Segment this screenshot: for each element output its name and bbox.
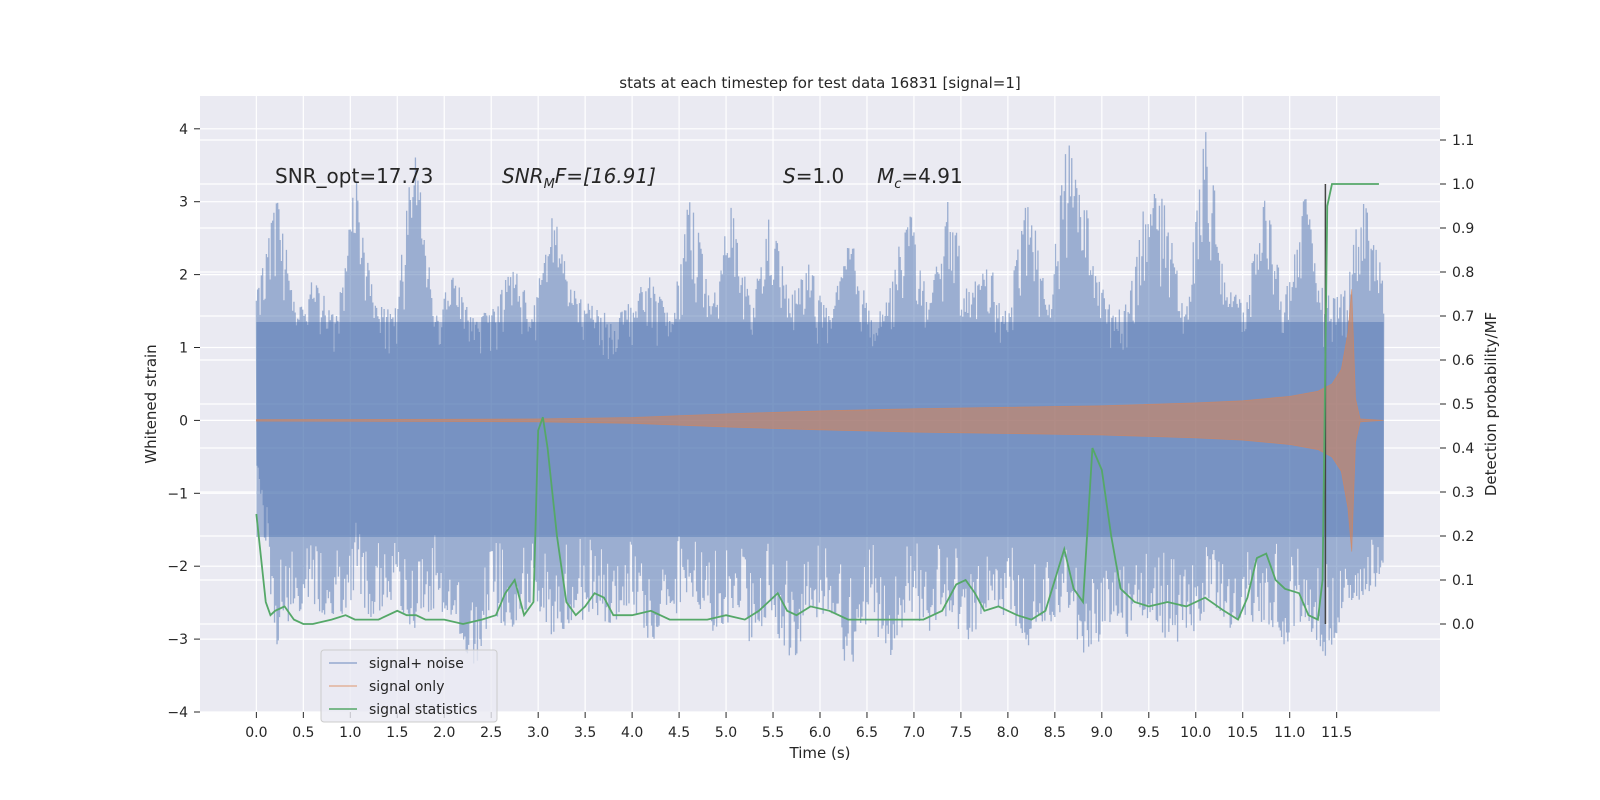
annotation-mc-value: =4.91 xyxy=(901,164,962,188)
y-left-tick-label: 0 xyxy=(179,413,188,429)
annotation-snr-mf: SNRMF=[16.91] xyxy=(502,164,656,192)
x-tick-label: 3.0 xyxy=(527,725,549,741)
y-left-tick-label: −2 xyxy=(167,559,188,575)
x-tick-label: 7.0 xyxy=(903,725,925,741)
y-axis-right-ticks: 0.0 0.1 0.2 0.3 0.4 0.5 0.6 0.7 0.8 0.9 1.0 1.1 xyxy=(1440,133,1474,633)
y-left-tick-label: 1 xyxy=(179,341,188,357)
x-tick-label: 11.0 xyxy=(1274,725,1305,741)
annotation-mc: Mc=4.91 xyxy=(877,164,963,192)
x-tick-label: 2.5 xyxy=(480,725,502,741)
y-right-tick-label: 0.9 xyxy=(1452,221,1474,237)
annotations: SNR_opt=17.73 SNRMF=[16.91] S=1.0 Mc=4.9… xyxy=(275,164,963,192)
series-signal-only xyxy=(255,289,1384,552)
y-axis-right-label: Detection probability/MF xyxy=(1482,312,1500,496)
x-tick-label: 4.5 xyxy=(668,725,690,741)
annotation-snr-mf-sub: M xyxy=(544,177,555,192)
legend-label-signal-only: signal only xyxy=(369,679,444,695)
legend-label-signal-noise: signal+ noise xyxy=(369,656,464,672)
x-tick-label: 6.0 xyxy=(809,725,831,741)
x-axis-label: Time (s) xyxy=(789,744,851,762)
annotation-snr-opt: SNR_opt=17.73 xyxy=(275,164,433,188)
x-tick-label: 4.0 xyxy=(621,725,643,741)
legend-label-signal-statistics: signal statistics xyxy=(369,702,477,718)
y-right-tick-label: 0.2 xyxy=(1452,529,1474,545)
x-tick-label: 0.0 xyxy=(245,725,267,741)
annotation-snr-mf-prefix: SNR xyxy=(502,164,544,188)
x-tick-label: 10.5 xyxy=(1227,725,1258,741)
y-right-tick-label: 0.0 xyxy=(1452,617,1474,633)
y-axis-left-label: Whitened strain xyxy=(142,344,160,463)
series-signal-statistics xyxy=(255,183,1379,625)
y-left-tick-label: 2 xyxy=(179,268,188,284)
y-left-tick-label: −4 xyxy=(167,705,188,721)
x-tick-label: 8.5 xyxy=(1044,725,1066,741)
y-right-tick-label: 0.6 xyxy=(1452,353,1474,369)
annotation-s-label: S xyxy=(783,164,796,188)
x-tick-label: 1.5 xyxy=(386,725,408,741)
x-tick-label: 5.0 xyxy=(715,725,737,741)
x-tick-label: 11.5 xyxy=(1321,725,1352,741)
series-signal-noise xyxy=(255,132,1385,664)
y-left-tick-label: 4 xyxy=(179,122,188,138)
y-right-tick-label: 0.7 xyxy=(1452,309,1474,325)
x-tick-label: 1.0 xyxy=(339,725,361,741)
series-layer xyxy=(255,132,1385,664)
y-right-tick-label: 0.3 xyxy=(1452,485,1474,501)
y-left-tick-label: 3 xyxy=(179,195,188,211)
y-left-tick-label: −1 xyxy=(167,486,188,502)
x-tick-label: 2.0 xyxy=(433,725,455,741)
annotation-snr-mf-suffix: F=[16.91] xyxy=(555,164,656,188)
x-tick-label: 6.5 xyxy=(856,725,878,741)
x-tick-label: 10.0 xyxy=(1180,725,1211,741)
legend-box xyxy=(320,649,498,723)
x-axis-ticks: 0.0 0.5 1.0 1.5 2.0 2.5 3.0 3.5 4.0 4.5 5.0 5.5 6.0 6… xyxy=(245,712,1352,741)
y-axis-left-ticks: −4 −3 −2 −1 0 1 2 3 4 xyxy=(167,122,200,721)
y-right-tick-label: 0.8 xyxy=(1452,265,1474,281)
annotation-s: S=1.0 xyxy=(783,164,844,188)
legend: signal+ noise signal only signal statist… xyxy=(320,649,498,723)
chart-title: stats at each timestep for test data 168… xyxy=(619,74,1020,92)
x-tick-label: 5.5 xyxy=(762,725,784,741)
y-left-tick-label: −3 xyxy=(167,632,188,648)
x-tick-label: 3.5 xyxy=(574,725,596,741)
annotation-s-value: =1.0 xyxy=(796,164,845,188)
x-tick-label: 8.0 xyxy=(997,725,1019,741)
x-tick-label: 7.5 xyxy=(950,725,972,741)
y-right-tick-label: 1.1 xyxy=(1452,133,1474,149)
y-right-tick-label: 0.5 xyxy=(1452,397,1474,413)
x-tick-label: 0.5 xyxy=(292,725,314,741)
y-right-tick-label: 1.0 xyxy=(1452,177,1474,193)
x-tick-label: 9.0 xyxy=(1091,725,1113,741)
annotation-mc-label: M xyxy=(877,164,894,188)
y-right-tick-label: 0.4 xyxy=(1452,441,1474,457)
y-right-tick-label: 0.1 xyxy=(1452,573,1474,589)
x-tick-label: 9.5 xyxy=(1138,725,1160,741)
annotation-mc-sub: c xyxy=(894,177,901,192)
